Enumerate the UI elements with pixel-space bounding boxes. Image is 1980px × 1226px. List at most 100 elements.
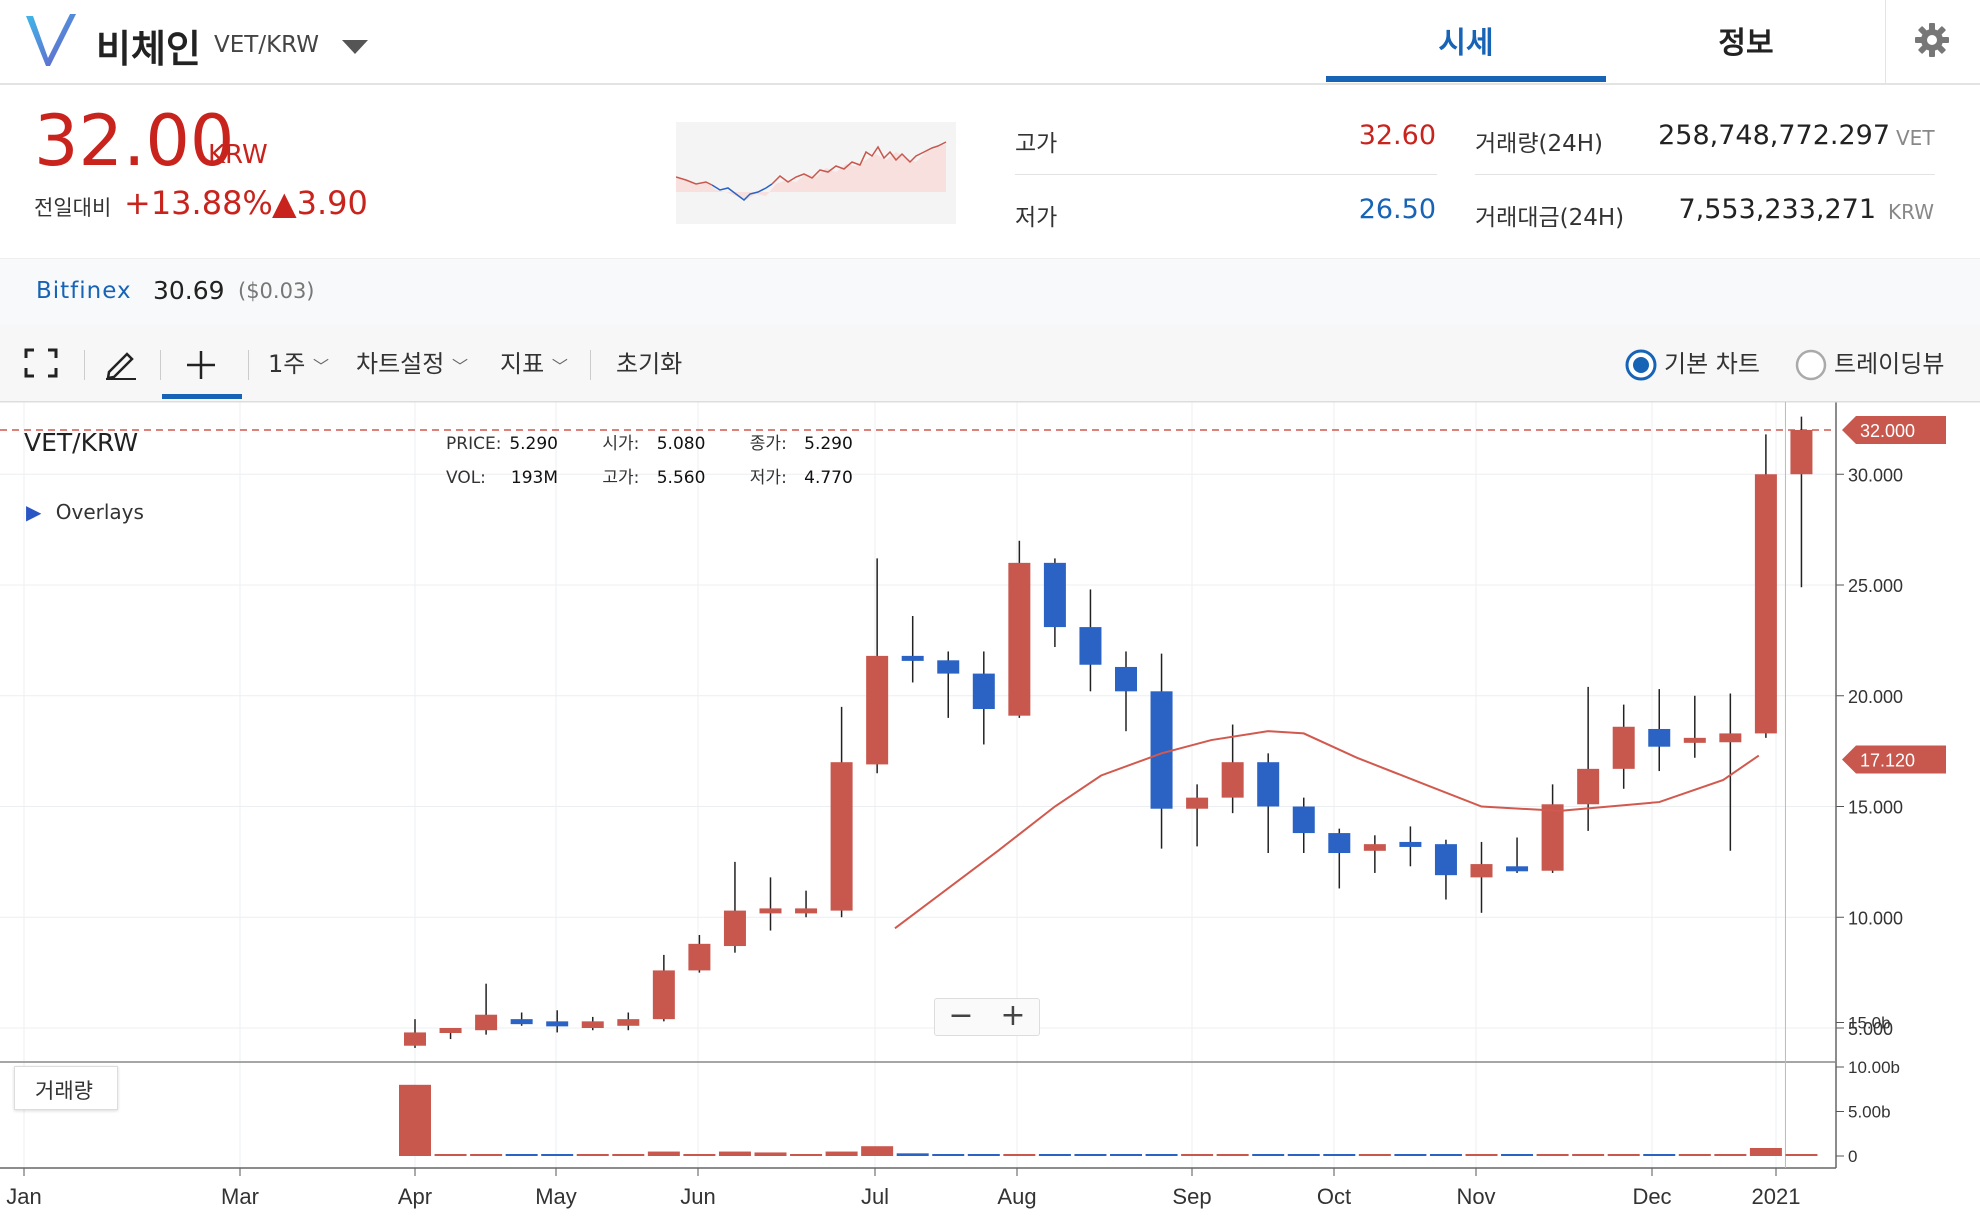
- gear-icon[interactable]: [1912, 20, 1952, 60]
- candle-body: [1186, 797, 1209, 809]
- period-select[interactable]: 1주 ﹀: [268, 344, 329, 379]
- candle-body: [830, 762, 853, 911]
- radio-tradingview[interactable]: [1794, 348, 1828, 382]
- radio-basic-chart[interactable]: [1624, 348, 1658, 382]
- candle-body: [795, 908, 818, 914]
- crosshair-icon[interactable]: [184, 348, 218, 382]
- volume-bar: [1252, 1154, 1285, 1156]
- chevron-down-icon: ﹀: [451, 357, 468, 376]
- exchange-name[interactable]: Bitfinex: [36, 278, 132, 304]
- volume-bar: [1429, 1154, 1462, 1156]
- current-price-tag-text: 32.000: [1860, 421, 1915, 441]
- chevron-down-icon: ﹀: [551, 357, 568, 376]
- tab-info[interactable]: 정보: [1718, 26, 1774, 61]
- low-value: 26.50: [1358, 194, 1436, 225]
- tab-price[interactable]: 시세: [1438, 26, 1494, 61]
- coin-dropdown-icon[interactable]: [342, 40, 368, 54]
- zoom-out-button[interactable]: −: [948, 998, 974, 1033]
- volume-bar: [434, 1154, 467, 1156]
- vechain-logo-icon: [26, 14, 76, 66]
- volume-bar: [1643, 1154, 1676, 1156]
- info-open-label: 시가:: [602, 434, 640, 454]
- zoom-in-button[interactable]: +: [1000, 998, 1026, 1033]
- candle-body: [1541, 804, 1564, 871]
- amount-label: 거래대금(24H): [1475, 205, 1625, 231]
- candle-body: [581, 1021, 604, 1028]
- mini-chart: [675, 122, 956, 224]
- volume-bar: [1358, 1154, 1391, 1156]
- coin-pair: VET/KRW: [214, 32, 319, 58]
- axis-lines: [0, 402, 1980, 1176]
- info-high-label: 고가:: [602, 468, 640, 488]
- candle-body: [1434, 844, 1457, 876]
- volume-bar: [1785, 1154, 1818, 1156]
- volume-bar: [896, 1153, 929, 1156]
- high-value: 32.60: [1358, 120, 1436, 151]
- candle-body: [475, 1014, 498, 1031]
- candle-body: [688, 943, 711, 971]
- reset-button[interactable]: 초기화: [616, 350, 683, 378]
- volume-label: 거래량: [35, 1079, 93, 1103]
- period-label: 1주: [268, 350, 306, 378]
- zoom-controls: − +: [934, 998, 1040, 1036]
- volume-unit: VET: [1896, 126, 1935, 150]
- volume-bar: [1145, 1154, 1178, 1156]
- volume-bar: [541, 1154, 574, 1156]
- amount-unit: KRW: [1888, 200, 1934, 224]
- candle-body: [1257, 762, 1280, 807]
- x-tick-label: Dec: [1632, 1184, 1671, 1209]
- candle-body: [1115, 666, 1137, 692]
- volume-bar: [1110, 1154, 1142, 1156]
- candle-body: [1363, 844, 1386, 851]
- volume-bar: [718, 1151, 751, 1156]
- volume-bar: [825, 1151, 858, 1156]
- candle-body: [1221, 762, 1244, 798]
- volume-value: 258,748,772.297: [1658, 120, 1890, 151]
- info-high: 5.560: [656, 468, 706, 488]
- triangle-right-icon: ▶: [26, 500, 42, 524]
- candle-body: [972, 673, 995, 710]
- x-tick-label: Jul: [861, 1184, 889, 1209]
- chart-settings-select[interactable]: 차트설정 ﹀: [356, 344, 468, 379]
- volume-bar: [1038, 1154, 1071, 1156]
- x-tick-label: Apr: [398, 1184, 432, 1209]
- candle-body: [1577, 768, 1600, 805]
- divider: [248, 350, 249, 380]
- pencil-icon[interactable]: [103, 346, 139, 380]
- info-vol: 193M: [510, 468, 558, 488]
- x-tick-label: Jan: [6, 1184, 41, 1209]
- candlestick-chart[interactable]: 30.000 25.000 20.000 15.000 10.000 5.000 Jan Ma…: [0, 402, 1980, 1226]
- fullscreen-icon[interactable]: [24, 348, 58, 378]
- volume-bar: [1749, 1147, 1782, 1156]
- indicators-label: 지표: [500, 350, 545, 378]
- candle-body: [1470, 864, 1493, 878]
- candle-body: [510, 1019, 533, 1025]
- high-label: 고가: [1015, 131, 1058, 157]
- info-low: 4.770: [804, 468, 853, 488]
- divider: [160, 350, 161, 380]
- volume-bar: [790, 1154, 823, 1156]
- x-tick-label: Sep: [1172, 1184, 1211, 1209]
- overlays-toggle[interactable]: ▶ Overlays: [26, 500, 144, 524]
- volume-bar: [861, 1146, 894, 1156]
- exchange-price: 30.69: [153, 276, 225, 305]
- candle-body: [652, 970, 675, 1020]
- candle-body: [1292, 806, 1315, 834]
- info-vol-label: VOL:: [446, 468, 486, 488]
- candle-body: [1683, 737, 1706, 743]
- basic-chart-label[interactable]: 기본 차트: [1664, 350, 1760, 378]
- tradingview-label[interactable]: 트레이딩뷰: [1834, 350, 1945, 378]
- candle-body: [1790, 429, 1813, 475]
- y-tick-label: 5.000: [1848, 1019, 1893, 1039]
- candle-body: [617, 1019, 640, 1026]
- indicators-select[interactable]: 지표 ﹀: [500, 344, 568, 379]
- candle-body: [546, 1021, 569, 1027]
- change-label: 전일대비: [34, 196, 112, 220]
- change-rate: +13.88%: [124, 184, 273, 222]
- x-tick-label: 2021: [1752, 1184, 1801, 1209]
- info-price-label: PRICE:: [446, 434, 502, 454]
- ohlc-info: PRICE: 5.290 시가: 5.080 종가: 5.290 VOL: 193M 고…: [446, 427, 853, 495]
- volume-bar: [1572, 1154, 1605, 1156]
- axis-labels: 30.000 25.000 20.000 15.000 10.000 5.000 Jan Ma…: [6, 415, 1946, 1209]
- info-close-label: 종가:: [749, 434, 787, 454]
